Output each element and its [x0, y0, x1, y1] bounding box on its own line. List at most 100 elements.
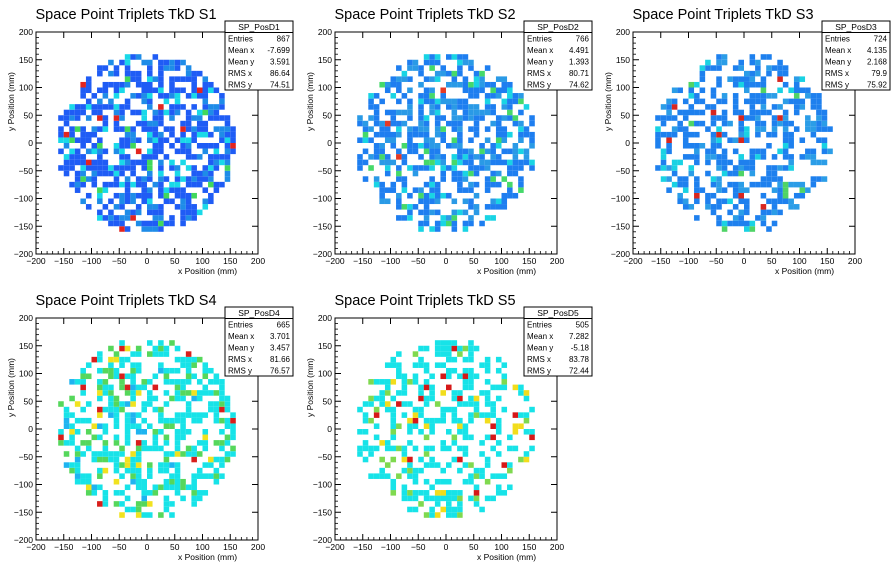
- heatmap-bin: [135, 429, 142, 435]
- heatmap-bin: [152, 384, 159, 391]
- heatmap-bin: [484, 215, 491, 221]
- heatmap-bin: [185, 379, 192, 385]
- heatmap-bin: [462, 198, 469, 205]
- heatmap-bin: [682, 98, 689, 105]
- heatmap-bin: [434, 126, 441, 132]
- stats-value: 2.168: [867, 57, 888, 66]
- heatmap-bin: [185, 406, 192, 413]
- heatmap-bin: [777, 176, 783, 182]
- heatmap-bin: [479, 165, 485, 171]
- heatmap-bin: [379, 401, 385, 407]
- heatmap-bin: [141, 445, 147, 452]
- heatmap-bin: [141, 93, 147, 99]
- heatmap-bin: [357, 120, 363, 127]
- heatmap-bin: [130, 165, 136, 171]
- heatmap-bin: [390, 434, 397, 441]
- heatmap-bin: [97, 159, 103, 166]
- heatmap-bin: [418, 154, 424, 160]
- heatmap-bin: [180, 131, 186, 138]
- heatmap-bin: [495, 143, 502, 149]
- heatmap-bin: [760, 93, 767, 99]
- heatmap-bin: [495, 120, 502, 127]
- heatmap-bin: [434, 154, 441, 160]
- heatmap-bin: [390, 356, 397, 363]
- heatmap-bin: [130, 181, 136, 188]
- heatmap-bin: [755, 154, 761, 160]
- heatmap-bin: [766, 226, 772, 232]
- heatmap-bin: [158, 170, 164, 177]
- heatmap-bin: [185, 165, 192, 171]
- heatmap-bin: [484, 456, 491, 463]
- heatmap-bin: [671, 131, 678, 138]
- heatmap-bin: [91, 131, 98, 138]
- heatmap-bin: [666, 187, 672, 193]
- heatmap-bin: [782, 115, 789, 121]
- heatmap-bin: [766, 165, 772, 171]
- heatmap-bin: [379, 159, 385, 166]
- heatmap-bin: [732, 165, 739, 171]
- heatmap-bin: [660, 165, 667, 171]
- heatmap-bin: [202, 367, 209, 374]
- heatmap-bin: [113, 467, 120, 474]
- heatmap-bin: [158, 176, 164, 182]
- heatmap-bin: [180, 126, 186, 132]
- heatmap-bin: [180, 159, 186, 166]
- heatmap-bin: [451, 215, 458, 221]
- heatmap-bin: [423, 423, 430, 429]
- heatmap-bin: [80, 143, 86, 149]
- heatmap-bin: [423, 379, 430, 385]
- heatmap-bin: [529, 445, 535, 452]
- heatmap-bin: [699, 87, 706, 94]
- heatmap-bin: [74, 115, 81, 121]
- x-tick-label: −200: [26, 256, 45, 266]
- heatmap-bin: [446, 143, 452, 149]
- heatmap-bin: [407, 490, 413, 496]
- y-axis-label: y Position (mm): [305, 72, 315, 131]
- heatmap-bin: [468, 345, 474, 352]
- heatmap-bin: [219, 115, 225, 121]
- heatmap-bin: [473, 406, 480, 413]
- heatmap-bin: [158, 362, 164, 368]
- heatmap-bin: [124, 187, 131, 193]
- heatmap-bin: [224, 440, 231, 446]
- heatmap-bin: [666, 98, 672, 105]
- heatmap-bin: [119, 198, 125, 205]
- y-tick-label: −200: [313, 535, 332, 545]
- heatmap-bin: [479, 87, 485, 94]
- heatmap-bin: [446, 54, 452, 60]
- heatmap-bin: [401, 215, 408, 221]
- heatmap-bin: [782, 165, 789, 171]
- heatmap-bin: [738, 209, 744, 216]
- heatmap-bin: [705, 170, 711, 177]
- heatmap-bin: [490, 401, 496, 407]
- heatmap-bin: [529, 115, 535, 121]
- heatmap-bin: [401, 379, 408, 385]
- heatmap-bin: [108, 451, 114, 457]
- heatmap-bin: [219, 126, 225, 132]
- heatmap-bin: [196, 209, 203, 216]
- heatmap-bin: [219, 137, 225, 143]
- heatmap-bin: [788, 137, 794, 143]
- heatmap-bin: [782, 192, 789, 199]
- heatmap-bin: [457, 131, 463, 138]
- chart-title: Space Point Triplets TkD S3: [632, 7, 813, 23]
- heatmap-bin: [396, 198, 402, 205]
- heatmap-bin: [507, 484, 513, 491]
- heatmap-bin: [468, 462, 474, 468]
- heatmap-bin: [473, 401, 480, 407]
- heatmap-bin: [771, 209, 778, 216]
- heatmap-bin: [108, 456, 114, 463]
- stats-label: RMS x: [825, 69, 849, 78]
- heatmap-bin: [744, 76, 750, 82]
- heatmap-bin: [744, 70, 750, 77]
- heatmap-bin: [163, 59, 170, 66]
- heatmap-bin: [230, 131, 236, 138]
- heatmap-bin: [777, 148, 783, 155]
- heatmap-bin: [174, 356, 181, 363]
- heatmap-bin: [185, 445, 192, 452]
- heatmap-bin: [158, 131, 164, 138]
- heatmap-bin: [782, 65, 789, 71]
- heatmap-bin: [202, 170, 209, 177]
- heatmap-bin: [390, 412, 397, 418]
- heatmap-bin: [208, 115, 214, 121]
